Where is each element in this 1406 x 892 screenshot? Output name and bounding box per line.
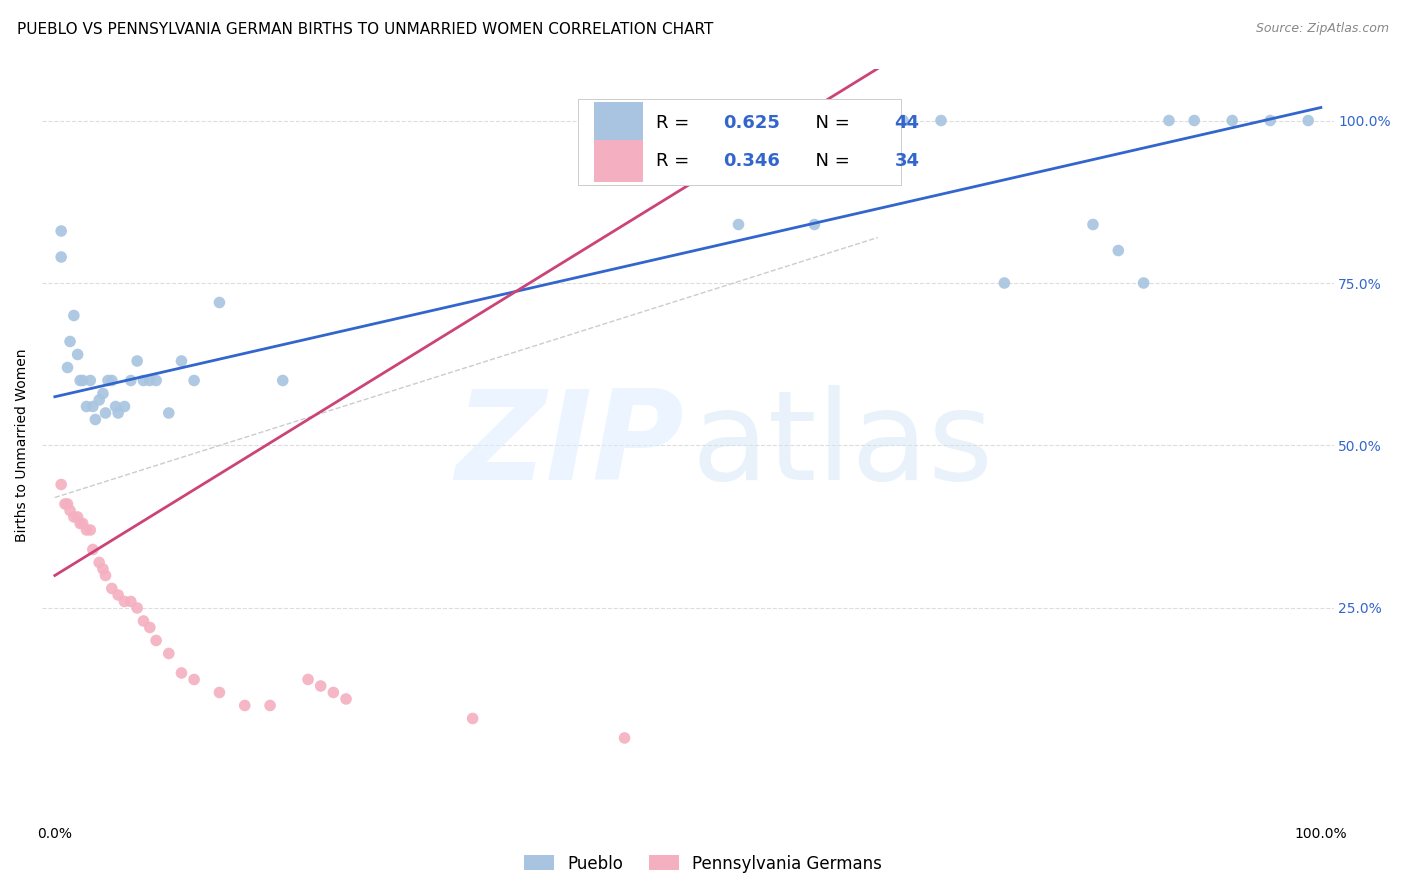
Point: [170, 665, 193, 680]
Point: [91, 386, 114, 401]
Text: PUEBLO VS PENNSYLVANIA GERMAN BIRTHS TO UNMARRIED WOMEN CORRELATION CHART: PUEBLO VS PENNSYLVANIA GERMAN BIRTHS TO …: [17, 22, 713, 37]
Text: 34: 34: [894, 153, 920, 170]
Point: [69, 516, 91, 531]
Point: [145, 374, 167, 388]
FancyBboxPatch shape: [593, 140, 643, 182]
Point: [208, 295, 231, 310]
Point: [104, 400, 127, 414]
Point: [929, 113, 952, 128]
Point: [89, 392, 111, 407]
Point: [139, 620, 162, 634]
Point: [56, 497, 79, 511]
Point: [63, 510, 86, 524]
Point: [72, 516, 94, 531]
Point: [101, 582, 124, 596]
Point: [63, 309, 86, 323]
Text: N =: N =: [804, 114, 856, 132]
Text: atlas: atlas: [692, 385, 994, 506]
Point: [107, 406, 129, 420]
Text: 44: 44: [894, 114, 920, 132]
Point: [1081, 218, 1104, 232]
Point: [53, 497, 76, 511]
Point: [803, 218, 825, 232]
Point: [727, 218, 749, 232]
Point: [1258, 113, 1281, 128]
Text: ZIP: ZIP: [456, 385, 683, 506]
Point: [76, 400, 98, 414]
Point: [89, 556, 111, 570]
Point: [170, 354, 193, 368]
Point: [1296, 113, 1319, 128]
Point: [114, 594, 136, 608]
Point: [59, 503, 82, 517]
Point: [66, 347, 89, 361]
Point: [309, 679, 332, 693]
Point: [127, 601, 149, 615]
Point: [66, 510, 89, 524]
Point: [208, 685, 231, 699]
FancyBboxPatch shape: [578, 99, 901, 186]
Point: [853, 113, 876, 128]
Point: [335, 692, 357, 706]
Point: [132, 374, 155, 388]
Point: [145, 633, 167, 648]
Point: [107, 588, 129, 602]
Point: [79, 523, 101, 537]
Point: [82, 400, 104, 414]
Point: [97, 374, 120, 388]
Text: Source: ZipAtlas.com: Source: ZipAtlas.com: [1256, 22, 1389, 36]
Text: 0.346: 0.346: [723, 153, 779, 170]
Point: [82, 542, 104, 557]
Point: [127, 354, 149, 368]
Point: [993, 276, 1015, 290]
Point: [114, 400, 136, 414]
Point: [157, 647, 180, 661]
FancyBboxPatch shape: [593, 103, 643, 144]
Point: [1132, 276, 1154, 290]
Point: [76, 523, 98, 537]
Point: [51, 250, 73, 264]
Point: [72, 374, 94, 388]
Legend: Pueblo, Pennsylvania Germans: Pueblo, Pennsylvania Germans: [517, 848, 889, 880]
Point: [84, 412, 107, 426]
Point: [891, 113, 914, 128]
Point: [79, 374, 101, 388]
Y-axis label: Births to Unmarried Women: Births to Unmarried Women: [15, 349, 30, 542]
Point: [91, 562, 114, 576]
Point: [613, 731, 636, 745]
Point: [322, 685, 344, 699]
Point: [120, 374, 142, 388]
Point: [259, 698, 281, 713]
Point: [139, 374, 162, 388]
Point: [157, 406, 180, 420]
Point: [1157, 113, 1180, 128]
Point: [1220, 113, 1243, 128]
Point: [69, 374, 91, 388]
Point: [132, 614, 155, 628]
Point: [51, 224, 73, 238]
Text: R =: R =: [655, 153, 695, 170]
Text: 0.625: 0.625: [723, 114, 779, 132]
Point: [297, 673, 319, 687]
Point: [51, 477, 73, 491]
Point: [233, 698, 256, 713]
Point: [1182, 113, 1205, 128]
Point: [183, 673, 205, 687]
Text: R =: R =: [655, 114, 695, 132]
Point: [1107, 244, 1129, 258]
Point: [271, 374, 294, 388]
Point: [183, 374, 205, 388]
Point: [94, 568, 117, 582]
Point: [56, 360, 79, 375]
Point: [461, 711, 484, 725]
Point: [120, 594, 142, 608]
Text: N =: N =: [804, 153, 856, 170]
Point: [101, 374, 124, 388]
Point: [59, 334, 82, 349]
Point: [94, 406, 117, 420]
